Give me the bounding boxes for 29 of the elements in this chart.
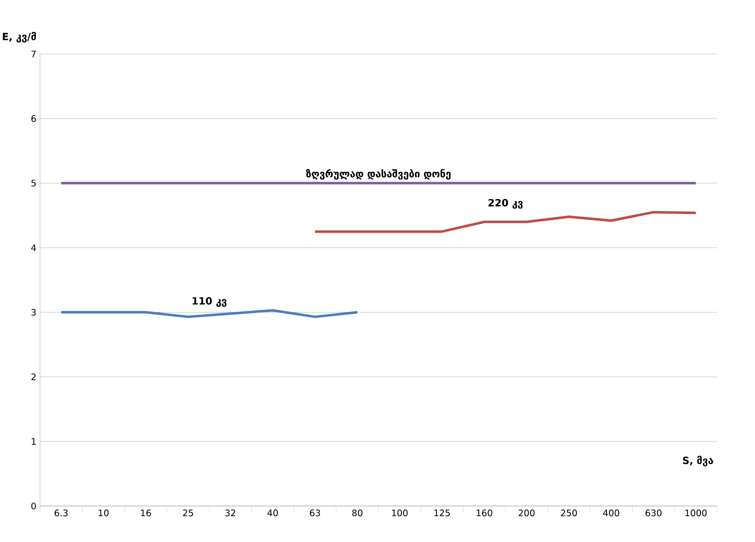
y-tick-label: 7 <box>32 50 36 58</box>
x-tick-label: 400 <box>603 510 620 516</box>
x-tick-label: 32 <box>225 510 236 516</box>
x-tick-label: 6.3 <box>54 510 68 516</box>
y-tick-label: 5 <box>31 180 36 186</box>
y-tick-label: 0 <box>31 502 36 510</box>
x-tick-label: 16 <box>141 510 151 516</box>
y-tick-label: 2 <box>31 374 36 380</box>
series-label: 220 კვ <box>488 198 523 209</box>
x-tick-label: 1000 <box>685 510 707 516</box>
x-tick-label: 630 <box>646 510 662 516</box>
x-tick-label: 100 <box>392 510 408 516</box>
y-tick-label: 4 <box>31 244 36 251</box>
x-tick-label: 25 <box>183 510 194 516</box>
x-tick-label: 160 <box>476 510 492 516</box>
x-tick-label: 250 <box>561 510 577 516</box>
x-axis-title: S, მვა <box>682 456 713 466</box>
x-tick-label: 63 <box>310 510 320 516</box>
y-tick-label: 1 <box>32 438 36 445</box>
y-axis-title: E, კვ/მ <box>2 32 36 42</box>
y-tick-label: 6 <box>31 115 36 122</box>
x-tick-label: 10 <box>98 510 109 516</box>
x-tick-label: 80 <box>352 510 362 516</box>
x-tick-label: 40 <box>267 510 278 516</box>
x-tick-label: 200 <box>518 510 535 516</box>
y-tick-label: 3 <box>31 308 36 316</box>
series-label: ზღვრულად დასაშვები დონე <box>306 169 451 180</box>
x-tick-label: 125 <box>434 510 450 516</box>
series-label: 110 კვ <box>192 297 226 307</box>
